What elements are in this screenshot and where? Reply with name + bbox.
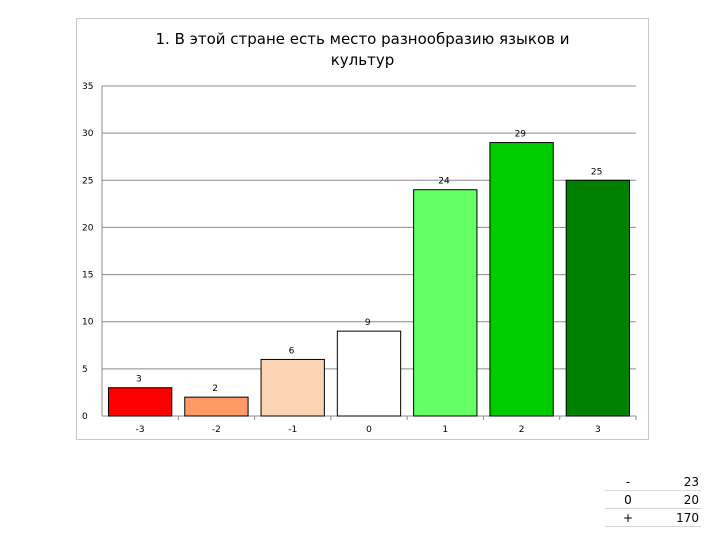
bar: [260, 358, 325, 417]
data-label: 9: [365, 318, 371, 328]
y-tick-label: 35: [82, 82, 93, 92]
chart-panel: 1. В этой стране есть место разнообразию…: [76, 18, 649, 440]
table-row: 0 20: [605, 490, 701, 509]
row-label: 0: [605, 490, 651, 509]
x-tick-label: -2: [212, 425, 221, 435]
x-tick-label: -1: [288, 425, 297, 435]
y-tick-label: 5: [82, 365, 88, 375]
row-value: 23: [651, 473, 701, 491]
y-tick-label: 15: [82, 271, 93, 281]
y-tick-label: 20: [82, 223, 94, 233]
y-tick-label: 25: [82, 176, 93, 186]
x-tick-label: -3: [136, 425, 145, 435]
data-label: 2: [212, 384, 218, 394]
data-label: 29: [515, 130, 527, 140]
y-tick-label: 30: [82, 129, 94, 139]
x-tick-label: 0: [366, 425, 372, 435]
x-tick-label: 2: [519, 425, 525, 435]
bar: [184, 396, 249, 417]
y-tick-label: 0: [82, 412, 88, 422]
data-label: 3: [136, 375, 142, 385]
bar-chart: 0 5 10 15 20 25 30 35 3 -3 2 -2 6 -1 9 0 24 1 29 2 25 3: [82, 82, 637, 435]
data-label: 6: [289, 346, 295, 356]
row-value: 20: [651, 490, 701, 509]
chart-title-text: 1. В этой стране есть место разнообразию…: [155, 30, 570, 69]
x-tick-label: 3: [595, 425, 601, 435]
bar: [413, 189, 478, 417]
data-label: 24: [438, 177, 450, 187]
data-label: 25: [591, 167, 602, 177]
bar: [336, 330, 402, 417]
y-tick-label: 10: [82, 318, 94, 328]
bar: [489, 142, 554, 417]
table-row: + 170: [605, 508, 701, 527]
row-value: 170: [651, 508, 701, 527]
table-row: - 23: [605, 473, 701, 491]
bar: [107, 387, 173, 417]
row-label: -: [605, 473, 651, 491]
bar: [565, 179, 631, 417]
row-label: +: [605, 508, 651, 527]
chart-title: 1. В этой стране есть место разнообразию…: [77, 29, 648, 71]
x-tick-label: 1: [442, 425, 448, 435]
summary-table: - 23 0 20 + 170: [605, 473, 701, 527]
